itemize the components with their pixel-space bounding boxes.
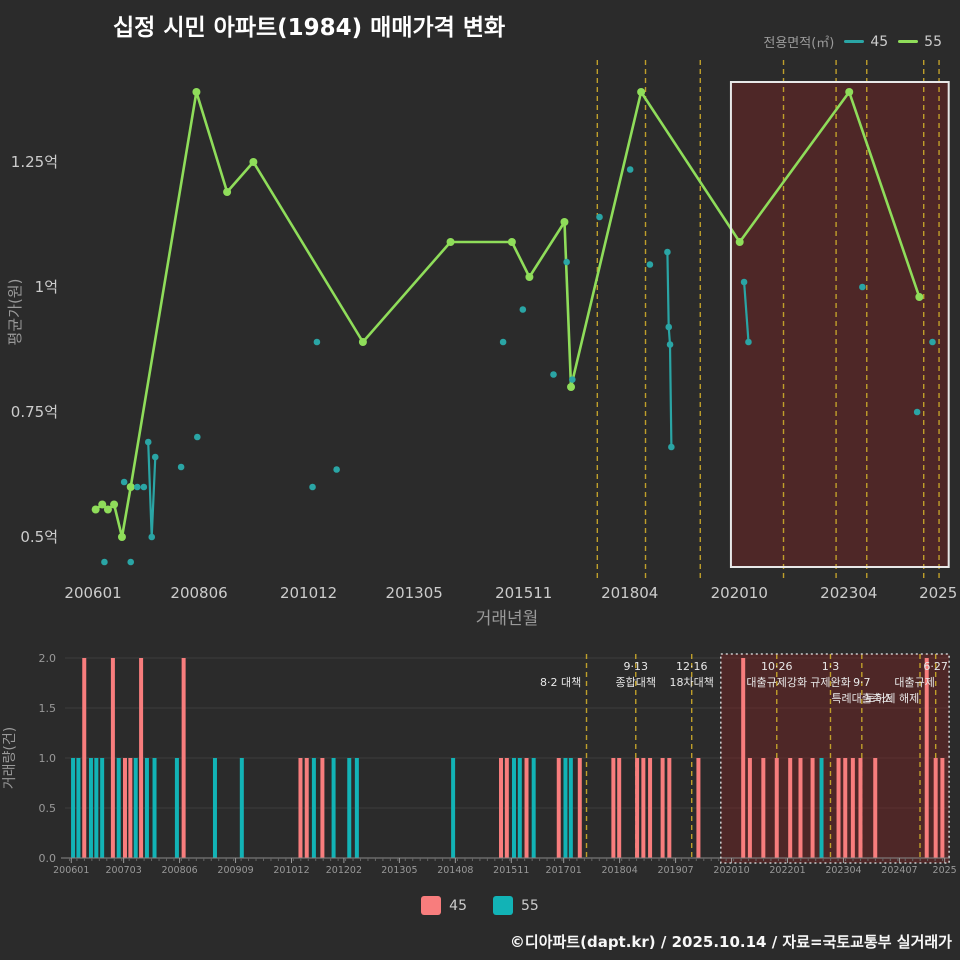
svg-text:12·16: 12·16	[676, 660, 708, 673]
bars[interactable]	[71, 658, 945, 858]
svg-text:0.75억: 0.75억	[11, 403, 58, 421]
svg-text:1.25억: 1.25억	[11, 153, 58, 171]
bar-swatch-55-icon	[493, 896, 513, 915]
svg-text:거래량(건): 거래량(건)	[2, 727, 18, 789]
svg-text:18차대책: 18차대책	[670, 676, 714, 689]
svg-text:200601: 200601	[64, 584, 121, 602]
svg-text:규제완화: 규제완화	[810, 676, 850, 689]
line-swatch-55-icon	[898, 40, 919, 43]
svg-text:종합대책: 종합대책	[616, 676, 656, 689]
svg-text:토허제 해제: 토허제 해제	[865, 691, 919, 705]
line-swatch-45-icon	[844, 40, 865, 43]
svg-text:9·7: 9·7	[853, 676, 871, 689]
svg-text:201804: 201804	[602, 865, 638, 876]
bar-swatch-45-icon	[421, 896, 442, 915]
svg-text:6·27: 6·27	[923, 660, 948, 673]
legend-item-45[interactable]: 45	[844, 34, 888, 50]
svg-text:200601: 200601	[53, 865, 89, 876]
svg-text:0.0: 0.0	[39, 852, 57, 865]
legend-bottom-item-45[interactable]: 45	[421, 896, 467, 915]
svg-text:1·3: 1·3	[822, 660, 840, 673]
highlight-box-border	[729, 81, 950, 568]
svg-text:202201: 202201	[769, 865, 805, 876]
svg-text:201804: 201804	[601, 584, 658, 602]
svg-text:201907: 201907	[657, 865, 693, 876]
axes-top: 0.5억 0.75억 1억 1.25억 200601 200806 201012 201305…	[6, 153, 957, 629]
svg-text:202304: 202304	[825, 865, 861, 876]
svg-text:201701: 201701	[546, 865, 582, 876]
legend-item-55[interactable]: 55	[898, 34, 942, 50]
svg-text:2025: 2025	[919, 584, 957, 602]
svg-text:특례대출축소: 특례대출축소	[831, 692, 892, 705]
svg-text:10·26: 10·26	[761, 660, 793, 673]
highlight-box	[720, 654, 950, 863]
svg-text:1.0: 1.0	[39, 752, 57, 765]
svg-text:8·2 대책: 8·2 대책	[540, 676, 581, 689]
svg-text:평균가(원): 평균가(원)	[6, 279, 24, 346]
legend-bottom-item-55[interactable]: 55	[493, 896, 539, 915]
svg-text:2.0: 2.0	[39, 652, 57, 665]
legend-bottom-item-55-label: 55	[521, 897, 539, 914]
svg-text:201408: 201408	[437, 865, 473, 876]
page-title: 십정 시민 아파트(1984) 매매가격 변화	[113, 15, 506, 41]
policy-lines	[585, 654, 937, 858]
svg-text:202010: 202010	[713, 865, 749, 876]
svg-text:201305: 201305	[381, 865, 417, 876]
svg-text:대출규제: 대출규제	[894, 676, 934, 689]
policy-annotations: 8·2 대책 9·13 종합대책 12·16 18차대책 10·26 대출규제강화 1·3 규제…	[540, 660, 948, 705]
legend-top-label: 전용면적(㎡)	[763, 36, 835, 51]
price-line-chart: 0.5억 0.75억 1억 1.25억 200601 200806 201012 201305…	[6, 60, 957, 629]
svg-text:202304: 202304	[820, 584, 877, 602]
legend-item-55-label: 55	[924, 33, 942, 50]
legend-bottom: 45 55	[0, 896, 960, 915]
svg-text:200806: 200806	[161, 865, 197, 876]
svg-text:201305: 201305	[386, 584, 443, 602]
axes-bottom: 200601 200703 200806 200909 201012 201202 2013…	[2, 652, 957, 876]
svg-text:201012: 201012	[280, 584, 337, 602]
svg-text:202010: 202010	[711, 584, 768, 602]
svg-text:200703: 200703	[106, 865, 142, 876]
svg-text:201012: 201012	[273, 865, 309, 876]
source-credit: ©디아파트(dapt.kr) / 2025.10.14 / 자료=국토교통부 실…	[509, 933, 952, 951]
highlight-box-border	[720, 653, 950, 864]
highlight-box	[730, 82, 949, 567]
svg-text:201202: 201202	[326, 865, 362, 876]
svg-text:201511: 201511	[495, 584, 552, 602]
svg-text:0.5억: 0.5억	[20, 528, 58, 546]
svg-text:1억: 1억	[35, 278, 58, 296]
legend-top: 전용면적(㎡) 45 55	[763, 32, 942, 52]
svg-text:대출규제강화: 대출규제강화	[746, 676, 807, 689]
svg-text:201511: 201511	[493, 865, 529, 876]
svg-text:202407: 202407	[881, 865, 917, 876]
series-55[interactable]	[91, 88, 924, 541]
legend-bottom-item-45-label: 45	[449, 897, 467, 914]
series-45[interactable]	[101, 166, 936, 566]
svg-text:거래년월: 거래년월	[476, 609, 539, 629]
legend-item-45-label: 45	[870, 33, 889, 50]
svg-text:200806: 200806	[170, 584, 227, 602]
volume-bar-chart: 200601 200703 200806 200909 201012 201202 2013…	[2, 652, 957, 876]
svg-text:1.5: 1.5	[39, 702, 57, 715]
svg-text:200909: 200909	[217, 865, 253, 876]
svg-text:0.5: 0.5	[39, 802, 57, 815]
svg-text:2025: 2025	[933, 865, 957, 876]
svg-text:9·13: 9·13	[624, 660, 649, 673]
